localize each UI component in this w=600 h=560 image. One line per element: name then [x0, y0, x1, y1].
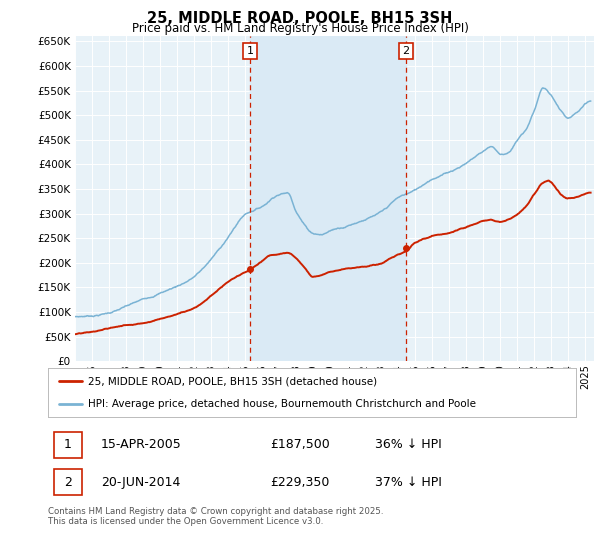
FancyBboxPatch shape — [55, 432, 82, 458]
FancyBboxPatch shape — [55, 469, 82, 495]
Text: £229,350: £229,350 — [270, 475, 329, 488]
Text: 20-JUN-2014: 20-JUN-2014 — [101, 475, 180, 488]
Text: 25, MIDDLE ROAD, POOLE, BH15 3SH: 25, MIDDLE ROAD, POOLE, BH15 3SH — [148, 11, 452, 26]
Text: 2: 2 — [403, 46, 410, 56]
Text: 2: 2 — [64, 475, 72, 488]
Text: 15-APR-2005: 15-APR-2005 — [101, 438, 182, 451]
Text: 25, MIDDLE ROAD, POOLE, BH15 3SH (detached house): 25, MIDDLE ROAD, POOLE, BH15 3SH (detach… — [88, 376, 377, 386]
Text: Contains HM Land Registry data © Crown copyright and database right 2025.
This d: Contains HM Land Registry data © Crown c… — [48, 507, 383, 526]
Text: 1: 1 — [64, 438, 72, 451]
Text: Price paid vs. HM Land Registry's House Price Index (HPI): Price paid vs. HM Land Registry's House … — [131, 22, 469, 35]
Text: 1: 1 — [247, 46, 253, 56]
Text: 36% ↓ HPI: 36% ↓ HPI — [376, 438, 442, 451]
Text: 37% ↓ HPI: 37% ↓ HPI — [376, 475, 442, 488]
Text: £187,500: £187,500 — [270, 438, 329, 451]
Text: HPI: Average price, detached house, Bournemouth Christchurch and Poole: HPI: Average price, detached house, Bour… — [88, 399, 476, 409]
Bar — [250, 36, 406, 361]
